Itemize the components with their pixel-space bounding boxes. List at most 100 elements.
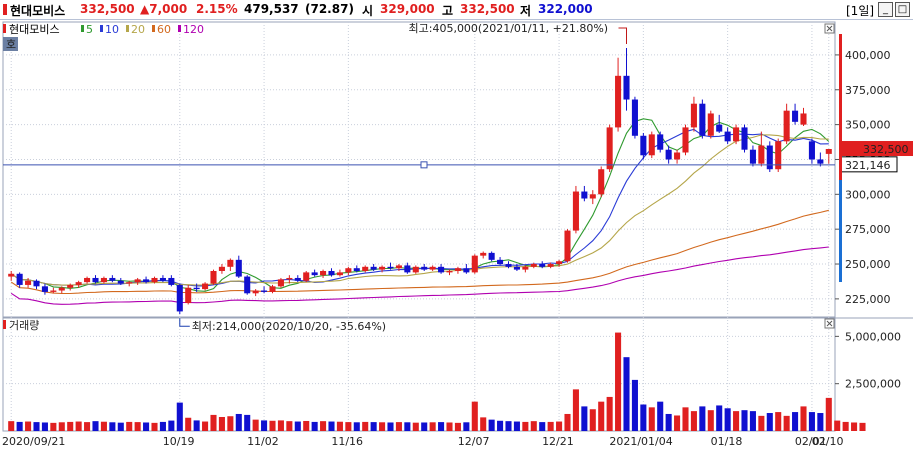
candle-body (362, 266, 369, 271)
candle-body (657, 134, 664, 150)
candle-body (311, 272, 318, 276)
candle-body (766, 145, 773, 170)
candle-body (589, 194, 596, 199)
volume-bar (741, 410, 748, 431)
volume-bar (379, 422, 386, 431)
volume-bar (252, 419, 259, 431)
volume-bar (362, 421, 369, 431)
panel-close-icon (826, 320, 833, 327)
volume-bar (497, 420, 504, 431)
volume-bar (657, 401, 664, 431)
price-tick-label: 275,000 (845, 223, 891, 236)
candle-body (412, 266, 419, 273)
volume-bar (783, 415, 790, 431)
candle-body (109, 277, 116, 281)
candle-body (539, 264, 546, 267)
volume-bar (792, 412, 799, 431)
volume-bar (218, 416, 225, 431)
red-marker-icon (3, 4, 7, 15)
candle-body (615, 75, 622, 128)
date-tick-label: 2020/09/21 (2, 435, 65, 448)
volume-bar (648, 407, 655, 431)
volume-bar (134, 422, 141, 431)
minimize-icon[interactable]: _ (878, 2, 893, 17)
candle-body (218, 266, 225, 271)
volume-tick-label: 5,000,000 (845, 330, 901, 343)
high-label: 고 (442, 4, 454, 18)
price-tick-label: 300,000 (845, 188, 891, 201)
candle-body (749, 149, 756, 164)
day-range-down-bar (839, 180, 842, 282)
volume-bar (50, 422, 57, 431)
candle-body (421, 266, 428, 270)
volume-bar (25, 421, 32, 431)
candle-body (286, 277, 293, 280)
volume-bar (446, 422, 453, 431)
period-selector[interactable]: [1일] (846, 4, 875, 18)
volume-bar (598, 401, 605, 431)
volume-bar (631, 379, 638, 431)
candle-body (269, 286, 276, 292)
volume-bar (606, 396, 613, 431)
maximize-icon[interactable]: □ (895, 2, 910, 17)
candle-body (100, 277, 107, 283)
candle-body (581, 191, 588, 199)
volume-bar (505, 421, 512, 431)
volume-bar (235, 413, 242, 431)
candle-body (631, 99, 638, 136)
legend-ma-swatch (178, 25, 181, 32)
candle-body (353, 268, 360, 271)
candle-body (345, 268, 352, 273)
candle-body (41, 286, 48, 292)
high-annotation: 최고:405,000(2021/01/11, +21.80%) (409, 22, 609, 35)
candle-body (471, 255, 478, 273)
volume-bar (556, 421, 563, 431)
date-tick-label: 12/21 (542, 435, 574, 448)
volume-bar (463, 422, 470, 431)
moving-average-60-line (10, 209, 829, 295)
volume-panel-frame (2, 316, 836, 432)
volume-bar (84, 422, 91, 431)
candle-body (379, 266, 386, 270)
legend-ma-label: 10 (105, 23, 119, 36)
candle-body (758, 145, 765, 164)
volume-bar (210, 414, 217, 431)
volume-panel-title: 거래량 (9, 319, 39, 332)
volume-bar (775, 412, 782, 431)
candle-body (50, 290, 57, 292)
volume-bar (471, 401, 478, 431)
price-tick-label: 225,000 (845, 293, 891, 306)
volume-bar (699, 406, 706, 431)
volume-value: 479,537 (244, 2, 299, 16)
chart-area[interactable]: 225,000250,000275,000300,000325,000350,0… (0, 20, 913, 453)
volume-bar (421, 422, 428, 431)
candle-body (505, 264, 512, 267)
price-tick-label: 400,000 (845, 49, 891, 62)
candle-body (67, 284, 74, 288)
candle-body (58, 287, 65, 291)
volume-bar (547, 421, 554, 431)
legend-ma-label: 60 (157, 23, 171, 36)
candle-body (522, 266, 529, 270)
last-price-box (839, 141, 913, 157)
series-marker-icon (3, 24, 6, 33)
volume-bar (589, 409, 596, 431)
volume-bar (733, 411, 740, 431)
hoga-button (3, 37, 18, 51)
volume-bar (412, 422, 419, 431)
volume-bar (353, 422, 360, 431)
candle-body (336, 272, 343, 276)
candle-body (699, 103, 706, 136)
moving-average-20-line (10, 134, 829, 286)
volume-bar (724, 408, 731, 431)
volume-bar (859, 422, 866, 431)
low-price: 322,000 (538, 2, 593, 16)
candle-body (775, 141, 782, 170)
candle-body (227, 259, 234, 267)
candle-body (817, 159, 824, 164)
candle-body (117, 280, 124, 284)
candle-body (328, 270, 335, 276)
stock-name[interactable]: 현대모비스 (10, 4, 66, 18)
low-label: 저 (520, 4, 532, 18)
candle-body (623, 75, 630, 100)
